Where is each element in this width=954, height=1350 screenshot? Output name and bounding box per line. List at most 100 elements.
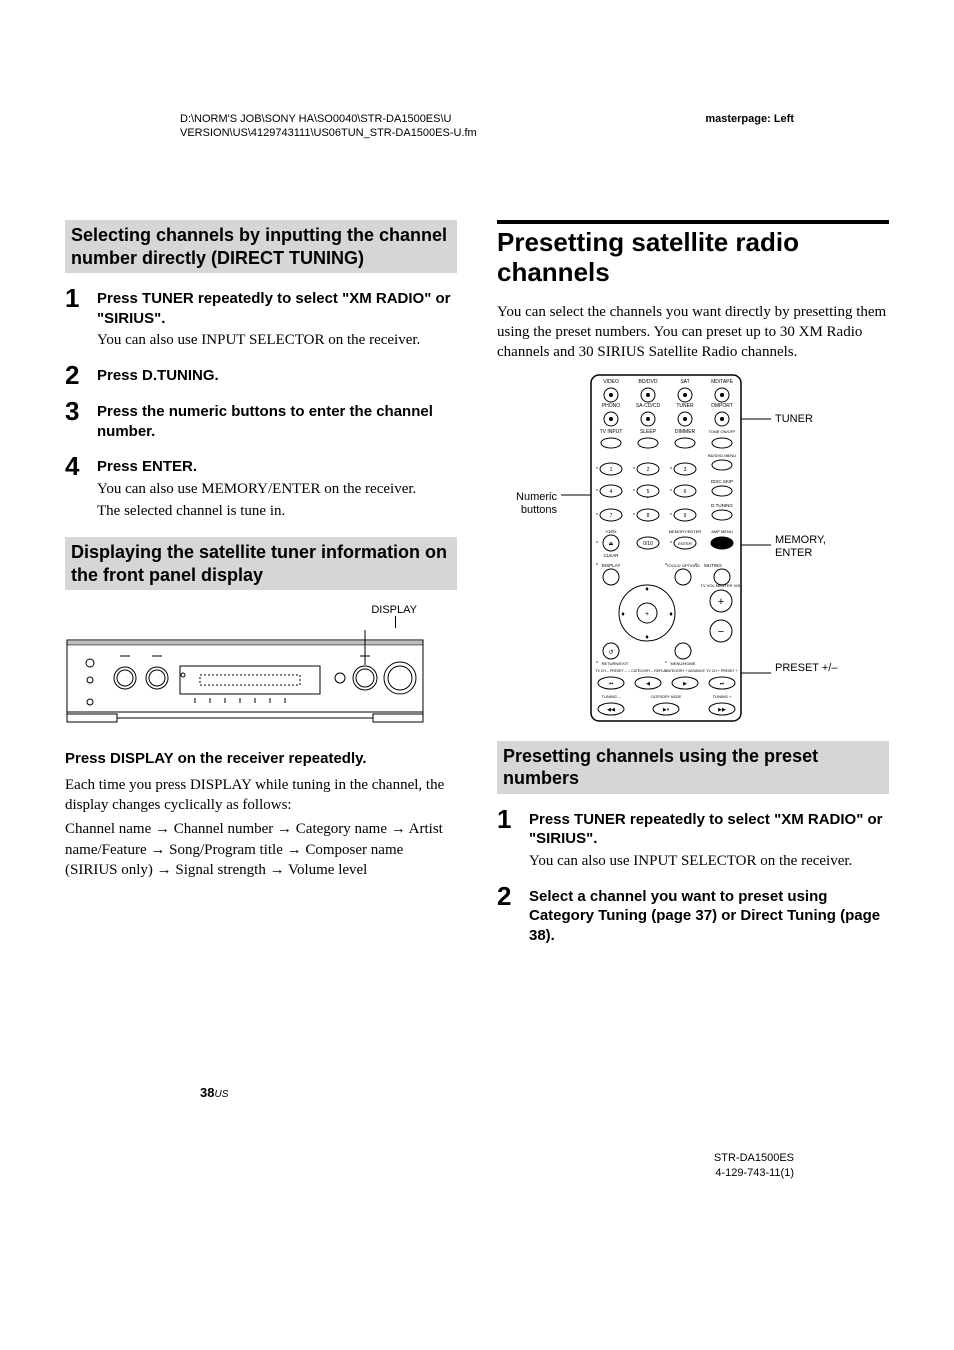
svg-text:*: * (596, 541, 598, 547)
remote-icon: VIDEO BD/DVD SAT MD/TAPE PHONO SA-CD/CD (561, 373, 771, 723)
step-title: Press ENTER. (97, 457, 457, 477)
step-body: Press ENTER. You can also use MEMORY/ENT… (97, 453, 457, 523)
svg-text:*: * (596, 489, 598, 495)
svg-text:7: 7 (610, 513, 613, 519)
svg-text:TUNER: TUNER (676, 403, 694, 409)
svg-text:TV CH – PRESET –: TV CH – PRESET – (595, 669, 626, 673)
svg-text:– CATEGORY – REPLAY: – CATEGORY – REPLAY (628, 669, 668, 673)
footer: STR-DA1500ES 4-129-743-11(1) (714, 1151, 794, 1180)
content-columns: Selecting channels by inputting the chan… (65, 220, 889, 957)
svg-text:>10/x: >10/x (605, 529, 617, 534)
svg-text:*: * (596, 563, 598, 569)
step: 2 Press D.TUNING. (65, 362, 457, 388)
callout-memory: MEMORY, ENTER (775, 534, 845, 560)
svg-text:*: * (665, 661, 667, 667)
svg-text:♦: ♦ (621, 611, 625, 618)
svg-text:8: 8 (647, 513, 650, 519)
svg-text:0/10: 0/10 (643, 541, 653, 547)
svg-text:*: * (670, 513, 672, 519)
svg-text:CLEAR: CLEAR (603, 553, 619, 558)
svg-text:3: 3 (684, 467, 687, 473)
svg-text:▶▶: ▶▶ (718, 707, 726, 713)
callout-numeric: Numeric buttons (497, 491, 557, 517)
svg-text:TUNING +: TUNING + (713, 694, 732, 699)
svg-text:MUTING: MUTING (704, 563, 722, 568)
svg-text:⏭: ⏭ (720, 681, 725, 687)
right-column: Presetting satellite radio channels You … (497, 220, 889, 957)
svg-text:DISC SKIP: DISC SKIP (711, 479, 733, 484)
step-body: Select a channel you want to preset usin… (529, 883, 889, 948)
press-display-heading: Press DISPLAY on the receiver repeatedly… (65, 749, 457, 769)
svg-text:VIDEO: VIDEO (603, 379, 619, 385)
section-heading-display: Displaying the satellite tuner informati… (65, 537, 457, 590)
svg-text:9: 9 (684, 513, 687, 519)
page-header: D:\NORM'S JOB\SONY HA\SO0040\STR-DA1500E… (180, 112, 794, 141)
svg-text:1: 1 (610, 467, 613, 473)
svg-text:RETURN/EXIT: RETURN/EXIT (602, 661, 629, 666)
svg-text:ENTER: ENTER (678, 541, 692, 546)
svg-text:▶⏸: ▶⏸ (663, 707, 670, 713)
svg-text:*: * (596, 661, 598, 667)
step: 3 Press the numeric buttons to enter the… (65, 398, 457, 443)
svg-text:MENU/HOME: MENU/HOME (671, 661, 696, 666)
preset-intro: You can select the channels you want dir… (497, 302, 889, 363)
svg-text:PHONO: PHONO (602, 403, 620, 409)
svg-text:D.TUNING: D.TUNING (711, 503, 733, 508)
svg-text:TONE ON/OFF: TONE ON/OFF (708, 429, 736, 434)
header-path-line: D:\NORM'S JOB\SONY HA\SO0040\STR-DA1500E… (180, 112, 477, 126)
svg-text:▶: ▶ (683, 681, 687, 687)
header-path: D:\NORM'S JOB\SONY HA\SO0040\STR-DA1500E… (180, 112, 477, 141)
step-title: Select a channel you want to preset usin… (529, 887, 889, 946)
receiver-illustration (65, 630, 457, 735)
svg-text:*: * (670, 467, 672, 473)
callout-line (395, 616, 396, 628)
svg-text:♦: ♦ (669, 611, 673, 618)
remote-right-callouts: TUNER MEMORY, ENTER PRESET +/– (775, 373, 845, 676)
page: D:\NORM'S JOB\SONY HA\SO0040\STR-DA1500E… (0, 0, 954, 1350)
page-number-value: 38 (200, 1085, 214, 1100)
remote-illustration: Numeric buttons (497, 373, 889, 723)
direct-tuning-steps: 1 Press TUNER repeatedly to select "XM R… (65, 285, 457, 523)
footer-partno: 4-129-743-11(1) (714, 1166, 794, 1180)
svg-text:SA-CD/CD: SA-CD/CD (636, 403, 661, 409)
receiver-icon (65, 630, 425, 730)
svg-text:DMPORT: DMPORT (711, 403, 733, 409)
preset-steps: 1 Press TUNER repeatedly to select "XM R… (497, 806, 889, 948)
svg-text:CATEGORY + ADVANCE: CATEGORY + ADVANCE (665, 669, 705, 673)
step: 1 Press TUNER repeatedly to select "XM R… (65, 285, 457, 352)
svg-text:SLEEP: SLEEP (640, 429, 657, 435)
svg-text:MEMORY/ENTER: MEMORY/ENTER (669, 529, 702, 534)
svg-text:TV INPUT: TV INPUT (600, 429, 623, 435)
step-body: Press the numeric buttons to enter the c… (97, 398, 457, 443)
svg-text:♦: ♦ (645, 586, 649, 593)
step-title: Press TUNER repeatedly to select "XM RAD… (529, 810, 889, 849)
svg-text:◀◀: ◀◀ (607, 707, 615, 713)
svg-text:*: * (596, 513, 598, 519)
display-cycle-text: Channel name → Channel number → Category… (65, 819, 457, 880)
svg-text:AMP MENU: AMP MENU (711, 529, 733, 534)
svg-text:BD/DVD MENU: BD/DVD MENU (708, 453, 736, 458)
svg-text:*: * (695, 563, 697, 569)
step: 4 Press ENTER. You can also use MEMORY/E… (65, 453, 457, 523)
svg-text:CATEGORY MODE: CATEGORY MODE (651, 695, 682, 699)
svg-text:↺: ↺ (608, 649, 613, 656)
svg-text:+: + (645, 611, 649, 618)
svg-text:*: * (633, 467, 635, 473)
svg-text:TV CH + PRESET +: TV CH + PRESET + (706, 669, 737, 673)
step-text: You can also use INPUT SELECTOR on the r… (97, 330, 457, 350)
step-number: 2 (497, 883, 517, 909)
svg-text:+: + (718, 596, 724, 608)
callout-preset: PRESET +/– (775, 662, 845, 675)
svg-text:6: 6 (684, 489, 687, 495)
svg-text:*: * (633, 513, 635, 519)
section-heading-direct-tuning: Selecting channels by inputting the chan… (65, 220, 457, 273)
major-heading-presetting: Presetting satellite radio channels (497, 220, 889, 288)
remote-left-callouts: Numeric buttons (497, 373, 557, 517)
svg-text:⏮: ⏮ (609, 681, 614, 687)
svg-text:2: 2 (647, 467, 650, 473)
svg-text:−: − (718, 626, 724, 638)
footer-model: STR-DA1500ES (714, 1151, 794, 1165)
svg-text:◀: ◀ (646, 681, 650, 687)
step-text: The selected channel is tune in. (97, 501, 457, 521)
header-path-line: VERSION\US\4129743111\US06TUN_STR-DA1500… (180, 126, 477, 140)
